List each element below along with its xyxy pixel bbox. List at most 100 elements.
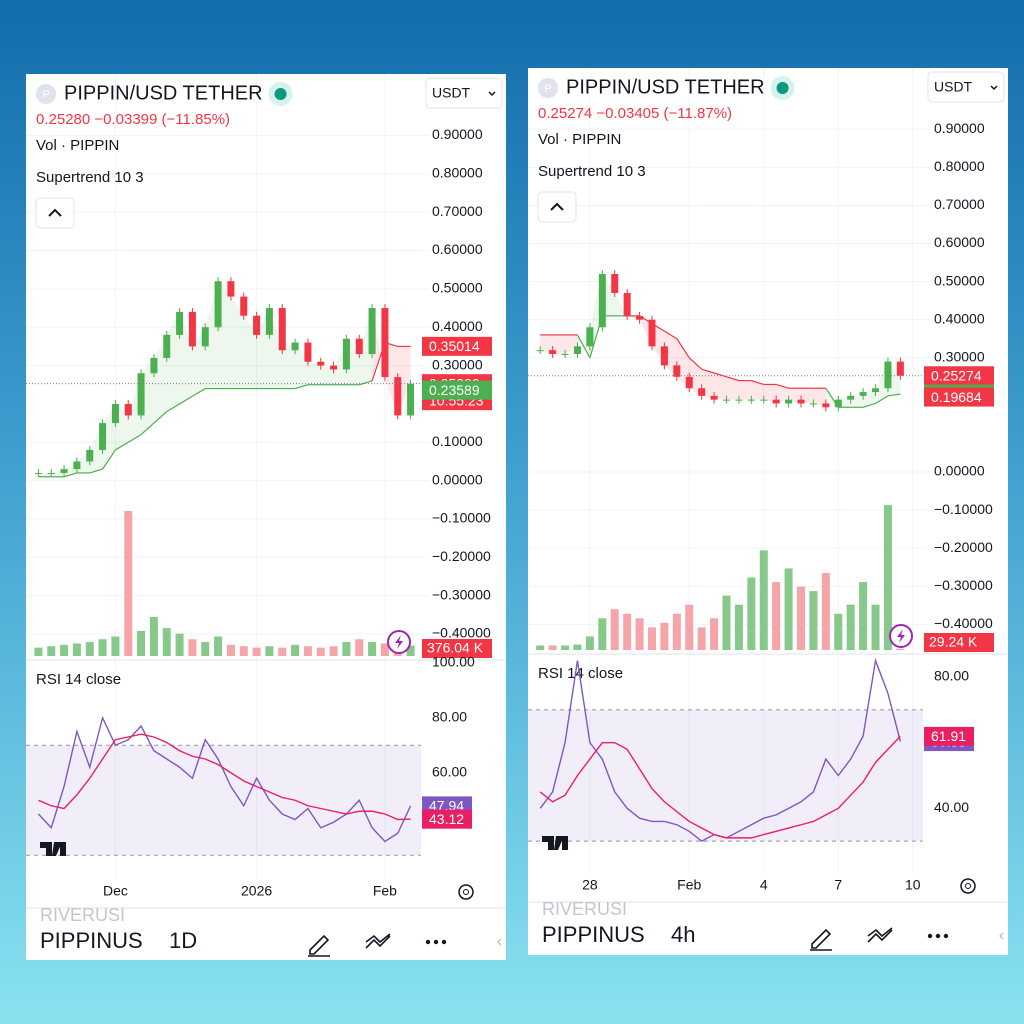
more-dot[interactable] xyxy=(927,933,933,939)
supertrend-line xyxy=(701,368,715,374)
volume-bar xyxy=(834,613,843,650)
candle xyxy=(735,399,743,401)
candle xyxy=(685,376,693,389)
trend-fill xyxy=(751,380,764,400)
volume-bar xyxy=(137,630,146,656)
toolbar-symbol[interactable]: PIPPINUS xyxy=(542,922,645,947)
volume-bar xyxy=(561,645,570,650)
more-dot[interactable] xyxy=(425,939,431,945)
indicators-icon[interactable] xyxy=(365,933,391,949)
x-tick-label: 28 xyxy=(582,877,598,893)
price-badge-label: 0.23589 xyxy=(429,382,480,398)
candle xyxy=(586,327,594,347)
rsi-tick-label: 100.00 xyxy=(432,653,475,669)
candle xyxy=(809,403,817,405)
y-tick-label: −0.20000 xyxy=(934,539,993,555)
supertrend-line xyxy=(89,468,103,474)
y-tick-label: −0.10000 xyxy=(432,510,491,526)
rsi-title: RSI 14 close xyxy=(538,665,623,682)
supertrend-line xyxy=(875,395,889,404)
y-tick-label: 0.90000 xyxy=(934,120,985,136)
trend-fill xyxy=(552,334,566,354)
y-tick-label: 0.60000 xyxy=(432,241,483,257)
logo-letter: P xyxy=(42,89,49,101)
volume-bar xyxy=(111,636,120,656)
logo xyxy=(538,78,558,98)
toolbar-interval[interactable]: 1D xyxy=(169,928,197,953)
price-badge xyxy=(422,380,492,400)
y-tick-label: −0.10000 xyxy=(934,501,993,517)
candle xyxy=(884,361,892,389)
rsi-tick-label: 80.00 xyxy=(934,668,969,684)
volume-bar xyxy=(710,618,719,650)
collapse-button[interactable] xyxy=(537,191,577,223)
toolbar-symbol[interactable]: PIPPINUS xyxy=(40,928,143,953)
supertrend-line xyxy=(713,372,727,378)
y-tick-label: 0.40000 xyxy=(432,318,483,334)
volume-bar xyxy=(329,646,338,656)
draw-icon[interactable] xyxy=(810,928,832,951)
trend-fill xyxy=(282,342,296,389)
volume-bar xyxy=(406,645,415,656)
rsi-band xyxy=(528,709,923,842)
trend-fill xyxy=(825,388,839,408)
volume-bar xyxy=(697,627,706,650)
supertrend-line xyxy=(192,388,206,397)
volume-bar xyxy=(573,644,582,650)
volume-bar xyxy=(772,582,781,650)
settings-center xyxy=(463,889,469,895)
indicators-icon[interactable] xyxy=(867,927,893,943)
collapse-button[interactable] xyxy=(35,197,75,229)
candle xyxy=(698,388,706,396)
more-dot[interactable] xyxy=(441,939,447,945)
candle xyxy=(648,319,656,347)
candle xyxy=(201,327,209,347)
y-tick-label: 0.90000 xyxy=(432,126,483,142)
candle xyxy=(60,469,68,473)
candle xyxy=(896,361,904,376)
volume-bar xyxy=(548,645,557,650)
trend-fill xyxy=(714,373,727,400)
volume-bar xyxy=(265,646,274,656)
candle xyxy=(394,377,402,416)
volume-bar xyxy=(610,609,619,650)
currency: USDT xyxy=(934,79,973,95)
candle xyxy=(176,311,184,335)
currency-select[interactable] xyxy=(425,77,503,109)
indicator-title: Supertrend 10 3 xyxy=(538,163,646,180)
draw-icon[interactable] xyxy=(308,934,330,957)
quote: 0.25274 −0.03405 (−11.87%) xyxy=(538,105,732,122)
candle xyxy=(99,423,107,450)
more-dot[interactable] xyxy=(943,933,949,939)
toolbar-interval[interactable]: 4h xyxy=(671,922,695,947)
y-tick-label: 0.40000 xyxy=(934,310,985,326)
supertrend-line xyxy=(887,393,901,397)
volume-bar xyxy=(278,647,287,656)
rsi-title: RSI 14 close xyxy=(36,671,121,688)
candle xyxy=(747,399,755,401)
candle xyxy=(723,399,730,401)
volume-bar xyxy=(759,550,768,650)
candle xyxy=(227,281,235,297)
candle xyxy=(278,308,286,351)
volume-badge-label: 29.24 K xyxy=(929,634,978,650)
rsi-tick-label: 40.00 xyxy=(934,799,969,815)
symbol: PIPPIN/USD TETHER xyxy=(64,82,263,104)
volume-bar xyxy=(47,646,56,656)
volume-bar xyxy=(175,633,184,656)
rsi-badge xyxy=(924,726,974,746)
x-tick-label: 7 xyxy=(834,877,842,893)
volume-title: Vol · PIPPIN xyxy=(36,137,119,154)
volume-bar xyxy=(797,586,806,650)
more-dot[interactable] xyxy=(433,939,439,945)
more-dot[interactable] xyxy=(935,933,941,939)
settings-icon[interactable] xyxy=(960,878,976,894)
currency-select[interactable] xyxy=(927,71,1005,103)
settings-icon[interactable] xyxy=(458,884,474,900)
volume-bar xyxy=(368,642,377,656)
y-tick-label: 0.30000 xyxy=(934,348,985,364)
price-badge xyxy=(924,387,994,407)
chevron xyxy=(488,91,496,97)
supertrend-line xyxy=(359,380,373,386)
candle xyxy=(797,399,805,404)
